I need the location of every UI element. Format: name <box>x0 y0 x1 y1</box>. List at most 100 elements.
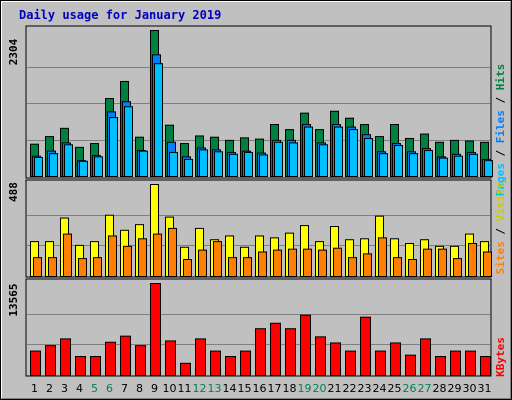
x-label: 10 <box>163 382 177 395</box>
bar-pages <box>229 153 238 178</box>
x-label: 19 <box>298 382 312 395</box>
x-axis-labels: 1 2 3 4 5 6 7 8 9 10 11 12 13 14 15 16 17 18 19 20 21 22 23 24 2… <box>31 382 492 395</box>
bar-kbytes <box>390 342 401 376</box>
x-label: 26 <box>403 382 417 395</box>
top-panel <box>25 25 492 179</box>
bar-pages <box>274 141 283 177</box>
mid-bars <box>27 184 492 278</box>
x-label: 30 <box>463 382 477 395</box>
top-max-label: 2304 <box>7 38 20 65</box>
bar-kbytes <box>435 356 446 376</box>
top-bars <box>27 30 493 178</box>
top-panel-box <box>25 25 492 179</box>
bar-pages <box>79 160 88 178</box>
bar-pages <box>109 117 118 178</box>
bar-kbytes <box>420 338 431 377</box>
bar-pages <box>244 151 253 177</box>
chart-title: Daily usage for January 2019 <box>19 8 221 22</box>
legend-files: Files <box>494 110 507 143</box>
bar-sites <box>468 243 477 277</box>
bar-pages <box>469 153 478 178</box>
legend-sep-3: / <box>494 221 507 241</box>
bar-sites <box>393 257 402 278</box>
bar-sites <box>363 253 372 277</box>
bar-sites <box>303 248 312 278</box>
bar-sites <box>378 237 387 278</box>
bottom-max-label: 13565 <box>7 283 20 316</box>
bar-sites <box>483 251 492 278</box>
top-legend: Pages / Files / Hits <box>494 64 507 197</box>
x-label: 3 <box>61 382 68 395</box>
legend-hits: Hits <box>494 64 507 91</box>
x-label: 29 <box>448 382 462 395</box>
bar-kbytes <box>210 350 221 377</box>
x-label: 17 <box>268 382 282 395</box>
mid-legend: Sites / Visits <box>494 182 507 275</box>
bar-sites <box>453 258 462 277</box>
x-label: 28 <box>433 382 447 395</box>
bar-kbytes <box>375 350 386 377</box>
legend-sites: Sites <box>494 241 507 274</box>
bar-sites <box>48 257 57 278</box>
bar-pages <box>409 153 418 177</box>
bar-sites <box>438 248 447 278</box>
bar-pages <box>154 63 163 177</box>
x-label: 14 <box>223 382 237 395</box>
bar-sites <box>153 233 162 278</box>
bar-pages <box>49 153 58 177</box>
x-label: 11 <box>178 382 192 395</box>
bar-kbytes <box>240 350 251 377</box>
x-label: 13 <box>208 382 222 395</box>
bar-sites <box>288 248 297 278</box>
bar-pages <box>454 155 463 178</box>
bar-sites <box>78 258 87 277</box>
bar-kbytes <box>90 356 101 376</box>
bar-pages <box>289 142 298 177</box>
x-label: 15 <box>238 382 252 395</box>
bar-kbytes <box>330 342 341 376</box>
bar-kbytes <box>285 328 296 376</box>
x-label: 6 <box>106 382 113 395</box>
bar-sites <box>408 259 417 277</box>
bar-pages <box>439 157 448 177</box>
bar-sites <box>93 257 102 278</box>
bar-pages <box>484 160 493 178</box>
legend-sep-2: / <box>494 90 507 110</box>
bar-pages <box>349 129 358 177</box>
bar-kbytes <box>405 354 416 377</box>
bar-kbytes <box>45 345 56 377</box>
bar-kbytes <box>135 345 146 377</box>
x-label: 5 <box>91 382 98 395</box>
bar-pages <box>184 158 193 177</box>
bar-sites <box>168 227 177 277</box>
x-label: 12 <box>193 382 207 395</box>
bar-pages <box>424 150 433 178</box>
bar-pages <box>124 106 133 177</box>
x-label: 22 <box>343 382 357 395</box>
x-label: 16 <box>253 382 267 395</box>
bar-pages <box>259 154 268 178</box>
bar-pages <box>364 137 373 178</box>
bar-pages <box>64 144 73 178</box>
x-label: 9 <box>151 382 158 395</box>
bar-sites <box>138 238 147 277</box>
x-label: 1 <box>31 382 38 395</box>
x-label: 24 <box>373 382 387 395</box>
bar-sites <box>123 245 132 277</box>
bar-kbytes <box>75 356 86 376</box>
x-label: 20 <box>313 382 327 395</box>
bar-sites <box>33 257 42 278</box>
legend-sep-1: / <box>494 143 507 163</box>
bar-sites <box>333 247 342 278</box>
bar-pages <box>334 126 343 177</box>
legend-visits: Visits <box>494 182 507 222</box>
legend-pages: Pages <box>494 163 507 196</box>
bar-kbytes <box>30 350 41 377</box>
bar-kbytes <box>120 335 131 377</box>
bar-pages <box>34 156 43 177</box>
bar-kbytes <box>150 283 161 376</box>
x-label: 25 <box>388 382 402 395</box>
bar-sites <box>183 259 192 277</box>
bar-kbytes <box>300 314 311 376</box>
